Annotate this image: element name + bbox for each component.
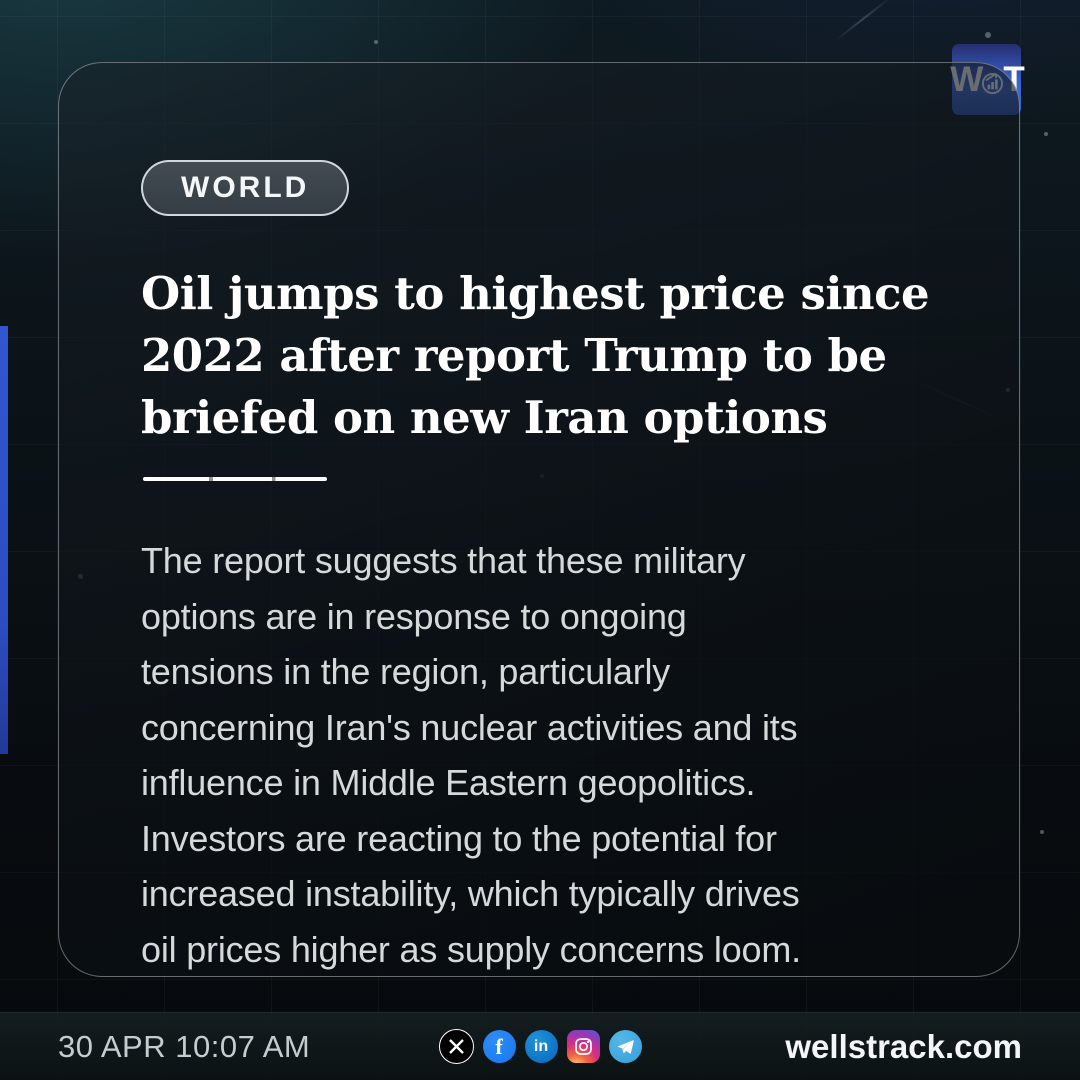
news-card: WORLD Oil jumps to highest price since 2… (58, 62, 1020, 977)
headline-line: 2022 after report Trump to be (141, 329, 887, 382)
background-streak (834, 0, 892, 42)
summary-line: concerning Iran's nuclear activities and… (141, 706, 798, 748)
background-dot (985, 32, 991, 38)
summary-line: influence in Middle Eastern geopolitics. (141, 762, 756, 803)
website-url: wellstrack.com (785, 1027, 1022, 1065)
background-dot (374, 40, 378, 44)
summary-line: The report suggests that these military (141, 540, 746, 581)
summary-line: tensions in the region, particularly (141, 651, 671, 692)
headline-line: briefed on new Iran options (141, 391, 828, 444)
background-dot (1040, 830, 1044, 834)
headline-divider (143, 477, 327, 481)
telegram-icon[interactable] (608, 1030, 642, 1063)
summary-line: oil prices higher as supply concerns loo… (141, 928, 801, 970)
left-accent-bar (0, 326, 8, 754)
headline-line: Oil jumps to highest price since (141, 267, 930, 320)
background-dot (1044, 132, 1048, 136)
social-icons: f in (438, 1029, 642, 1064)
summary-line: options are in response to ongoing (141, 595, 687, 637)
facebook-icon[interactable]: f (482, 1030, 516, 1063)
summary-line: Investors are reacting to the potential … (141, 817, 777, 859)
headline: Oil jumps to highest price since 2022 af… (141, 263, 930, 449)
article-summary: The report suggests that these military … (141, 533, 801, 977)
footer-bar: 30 APR 10:07 AM f in wellstrack.com (0, 1012, 1080, 1080)
category-badge: WORLD (141, 160, 350, 216)
x-icon[interactable] (438, 1029, 474, 1064)
instagram-icon[interactable] (566, 1030, 600, 1063)
timestamp: 30 APR 10:07 AM (58, 1028, 311, 1064)
summary-line: increased instability, which typically d… (141, 873, 800, 914)
linkedin-icon[interactable]: in (524, 1030, 558, 1063)
